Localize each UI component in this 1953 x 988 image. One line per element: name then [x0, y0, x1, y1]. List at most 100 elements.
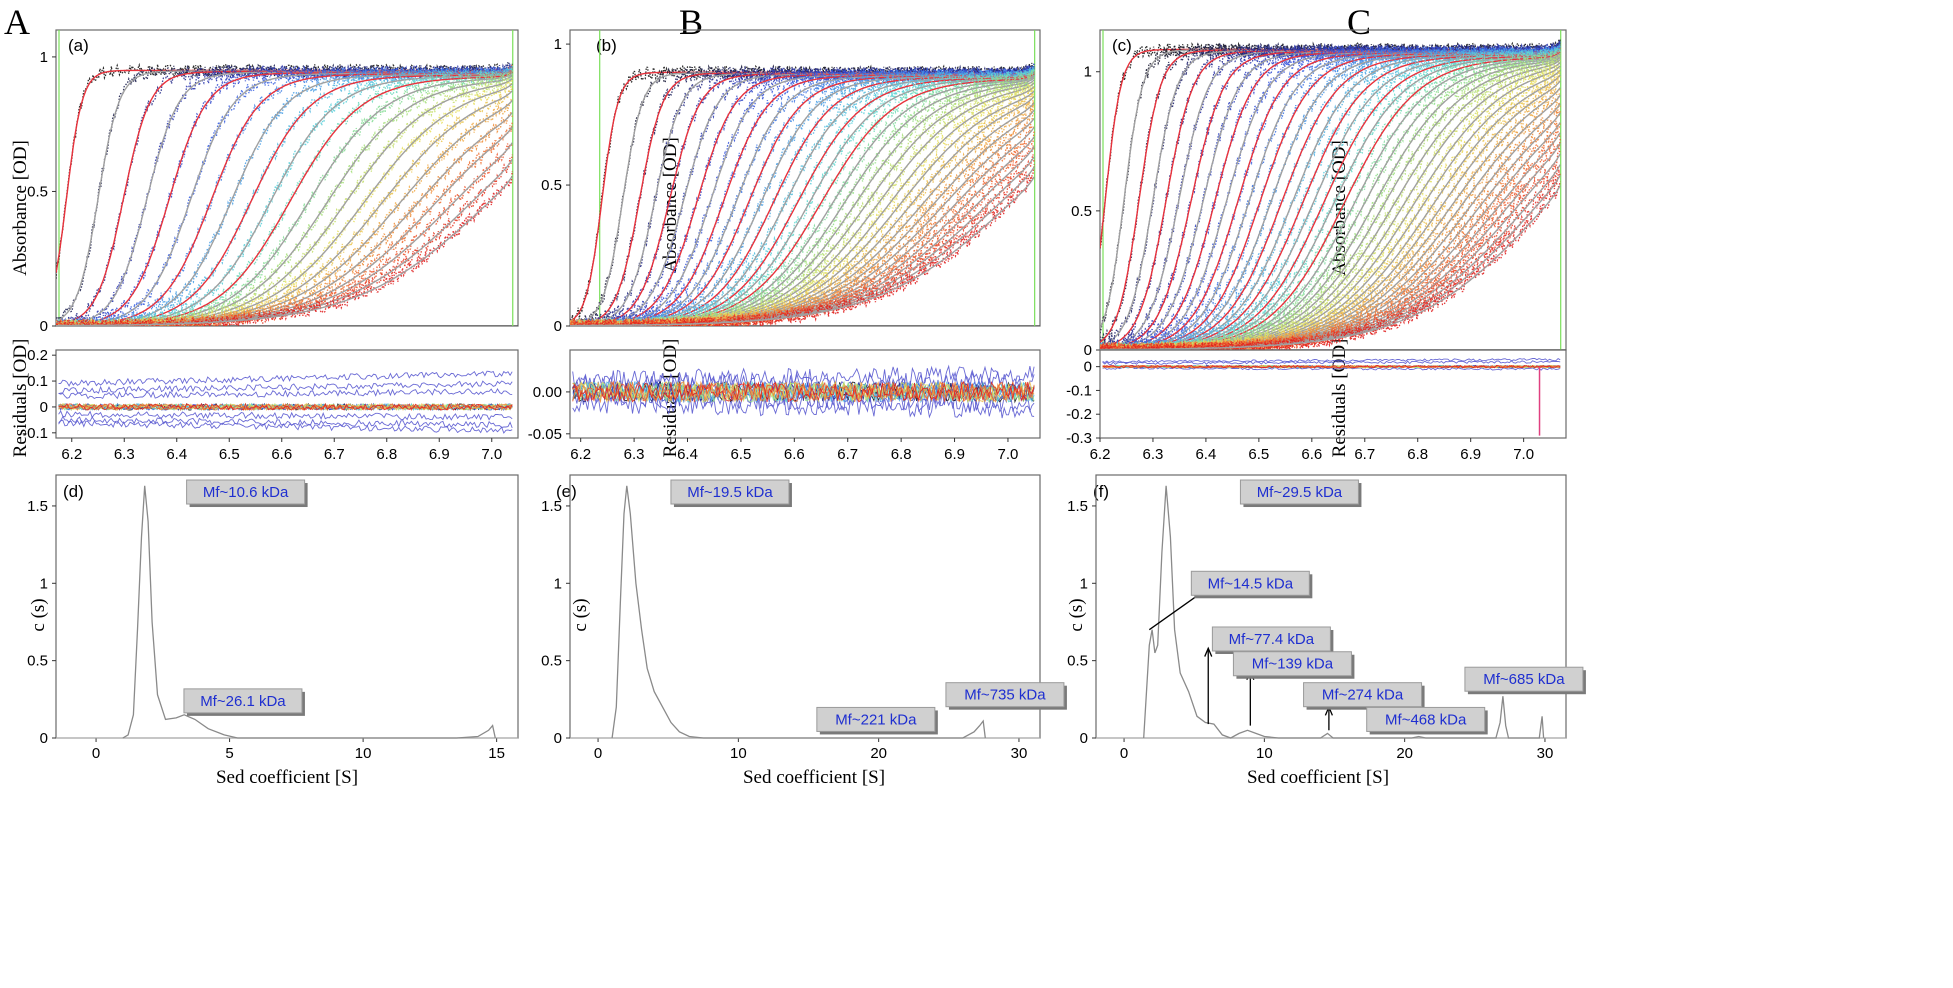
- scan-group: [56, 30, 518, 326]
- subpanel-label-d: (d): [63, 482, 84, 501]
- panel-letter-c: C: [1347, 2, 1371, 42]
- y-tick-label: -0.3: [1066, 430, 1092, 447]
- residual-trace: [58, 403, 513, 412]
- scan-data: [56, 65, 513, 326]
- annotation-box: [183, 688, 303, 714]
- y-tick-label: -0.1: [1066, 382, 1092, 399]
- annotation-text: Mf~14.5 kDa: [1208, 575, 1294, 592]
- annotation-box: [816, 706, 936, 732]
- scan-fit: [56, 142, 513, 326]
- x-tick-label: 6.7: [837, 446, 858, 463]
- annotation-label: Mf~29.5 kDa: [1239, 479, 1362, 508]
- scan-fit: [570, 95, 1035, 326]
- x-tick-label: 6.2: [61, 446, 82, 463]
- scan-data: [56, 109, 513, 326]
- scan-fit: [56, 83, 513, 326]
- scan-data: [1100, 60, 1561, 350]
- annotation-label: Mf~221 kDa: [816, 706, 938, 735]
- scan-fit: [56, 66, 513, 326]
- y-tick-label: 0: [1084, 359, 1092, 376]
- y-tick-label: 0.1: [27, 373, 48, 390]
- residual-trace: [1102, 360, 1561, 365]
- x-tick-label: 15: [488, 745, 505, 762]
- residual-trace: [572, 380, 1035, 404]
- scan-data: [56, 88, 513, 326]
- panel-letter-a: A: [4, 2, 30, 42]
- annotation-box: [670, 479, 790, 505]
- scan-group: [1100, 30, 1566, 350]
- annotation-text: Mf~735 kDa: [964, 687, 1046, 704]
- scan-data: [1100, 52, 1561, 350]
- annotation-box: [1211, 626, 1331, 652]
- scan-group: [570, 30, 1040, 326]
- cs-plot-d: 0 0.5 1 1.5 0 5 10 15 Mf~10.6 kDa Mf~26.1 kDa: [27, 474, 519, 762]
- x-tick-label: 6.2: [1090, 446, 1111, 463]
- annotation-box: [1232, 651, 1352, 677]
- scan-data: [56, 70, 513, 326]
- y-tick-label: 0.2: [27, 347, 48, 364]
- absorbance-ylabel-a: Absorbance [OD]: [10, 140, 31, 276]
- residuals-plot-c: -0.3 -0.2 -0.1 0 6.2 6.3 6.4 6.5 6.6 6.7 6.8 6.9 7.0: [1066, 349, 1567, 463]
- y-tick-label: 1: [1080, 575, 1088, 592]
- annotation-label: Mf~14.5 kDa: [1190, 570, 1313, 599]
- x-tick-label: 6.3: [114, 446, 135, 463]
- y-tick-label: 0.00: [533, 384, 562, 401]
- x-tick-label: 30: [1537, 745, 1554, 762]
- annotation-box: [945, 682, 1065, 708]
- x-tick-label: 6.5: [1248, 446, 1269, 463]
- scan-data: [56, 72, 513, 326]
- annotation-text: Mf~10.6 kDa: [203, 484, 289, 501]
- y-tick-label: 0: [40, 399, 48, 416]
- y-tick-label: 0: [554, 730, 562, 747]
- annotation-label: Mf~685 kDa: [1464, 666, 1586, 695]
- annotation-label: Mf~735 kDa: [945, 682, 1067, 710]
- cs-plot-e: 0 0.5 1 1.5 0 10 20 30 Mf~19.5 kDa Mf~221 kDa Mf~7…: [541, 474, 1067, 762]
- plot-frame: [55, 349, 519, 439]
- annotation-label: Mf~139 kDa: [1232, 651, 1355, 679]
- cs-ylabel-f: c (s): [1066, 598, 1087, 631]
- x-tick-label: 10: [730, 745, 747, 762]
- y-tick-label: 1: [40, 49, 48, 66]
- residual-group: [58, 370, 513, 434]
- residual-group: [572, 364, 1035, 419]
- annotation-label: Mf~274 kDa: [1303, 682, 1425, 710]
- residual-trace: [58, 419, 513, 434]
- x-tick-label: 6.8: [1407, 446, 1428, 463]
- scan-data: [1100, 92, 1561, 350]
- annotation-box: [1190, 570, 1310, 596]
- subpanel-label-e: (e): [556, 482, 577, 501]
- annotation-label: Mf~468 kDa: [1366, 706, 1488, 735]
- annotation-text: Mf~77.4 kDa: [1229, 631, 1315, 648]
- annotation-box: [1303, 682, 1423, 708]
- residual-trace: [58, 387, 513, 400]
- annotation-text: Mf~26.1 kDa: [200, 693, 286, 710]
- x-tick-label: 6.7: [1354, 446, 1375, 463]
- annotation-box: [186, 479, 306, 505]
- residuals-ylabel-a: Residuals [OD]: [10, 339, 31, 458]
- cs-curve: [1143, 485, 1545, 739]
- absorbance-plot-a: 00.51: [27, 29, 519, 335]
- x-tick-label: 6.6: [271, 446, 292, 463]
- scan-data: [56, 78, 513, 326]
- scan-data: [1100, 88, 1561, 350]
- plot-frame: [569, 349, 1041, 439]
- arrow-head: [1204, 646, 1213, 657]
- y-tick-label: -0.2: [1066, 406, 1092, 423]
- y-tick-label: 0.5: [1067, 653, 1088, 670]
- x-tick-label: 0: [92, 745, 100, 762]
- x-tick-label: 6.5: [219, 446, 240, 463]
- y-tick-label: 1.5: [27, 498, 48, 515]
- scan-data: [570, 81, 1035, 326]
- x-tick-label: 6.5: [730, 446, 751, 463]
- x-tick-label: 6.7: [324, 446, 345, 463]
- scan-data: [56, 154, 513, 326]
- x-tick-label: 7.0: [481, 446, 502, 463]
- annotation-label: Mf~77.4 kDa: [1211, 626, 1334, 654]
- x-tick-label: 20: [870, 745, 887, 762]
- x-tick-label: 7.0: [998, 446, 1019, 463]
- y-tick-label: 0: [1084, 342, 1092, 359]
- subpanel-label-c: (c): [1112, 36, 1132, 55]
- residuals-ylabel-c: Residuals [OD]: [1329, 339, 1350, 458]
- annotation-label: Mf~19.5 kDa: [670, 479, 792, 508]
